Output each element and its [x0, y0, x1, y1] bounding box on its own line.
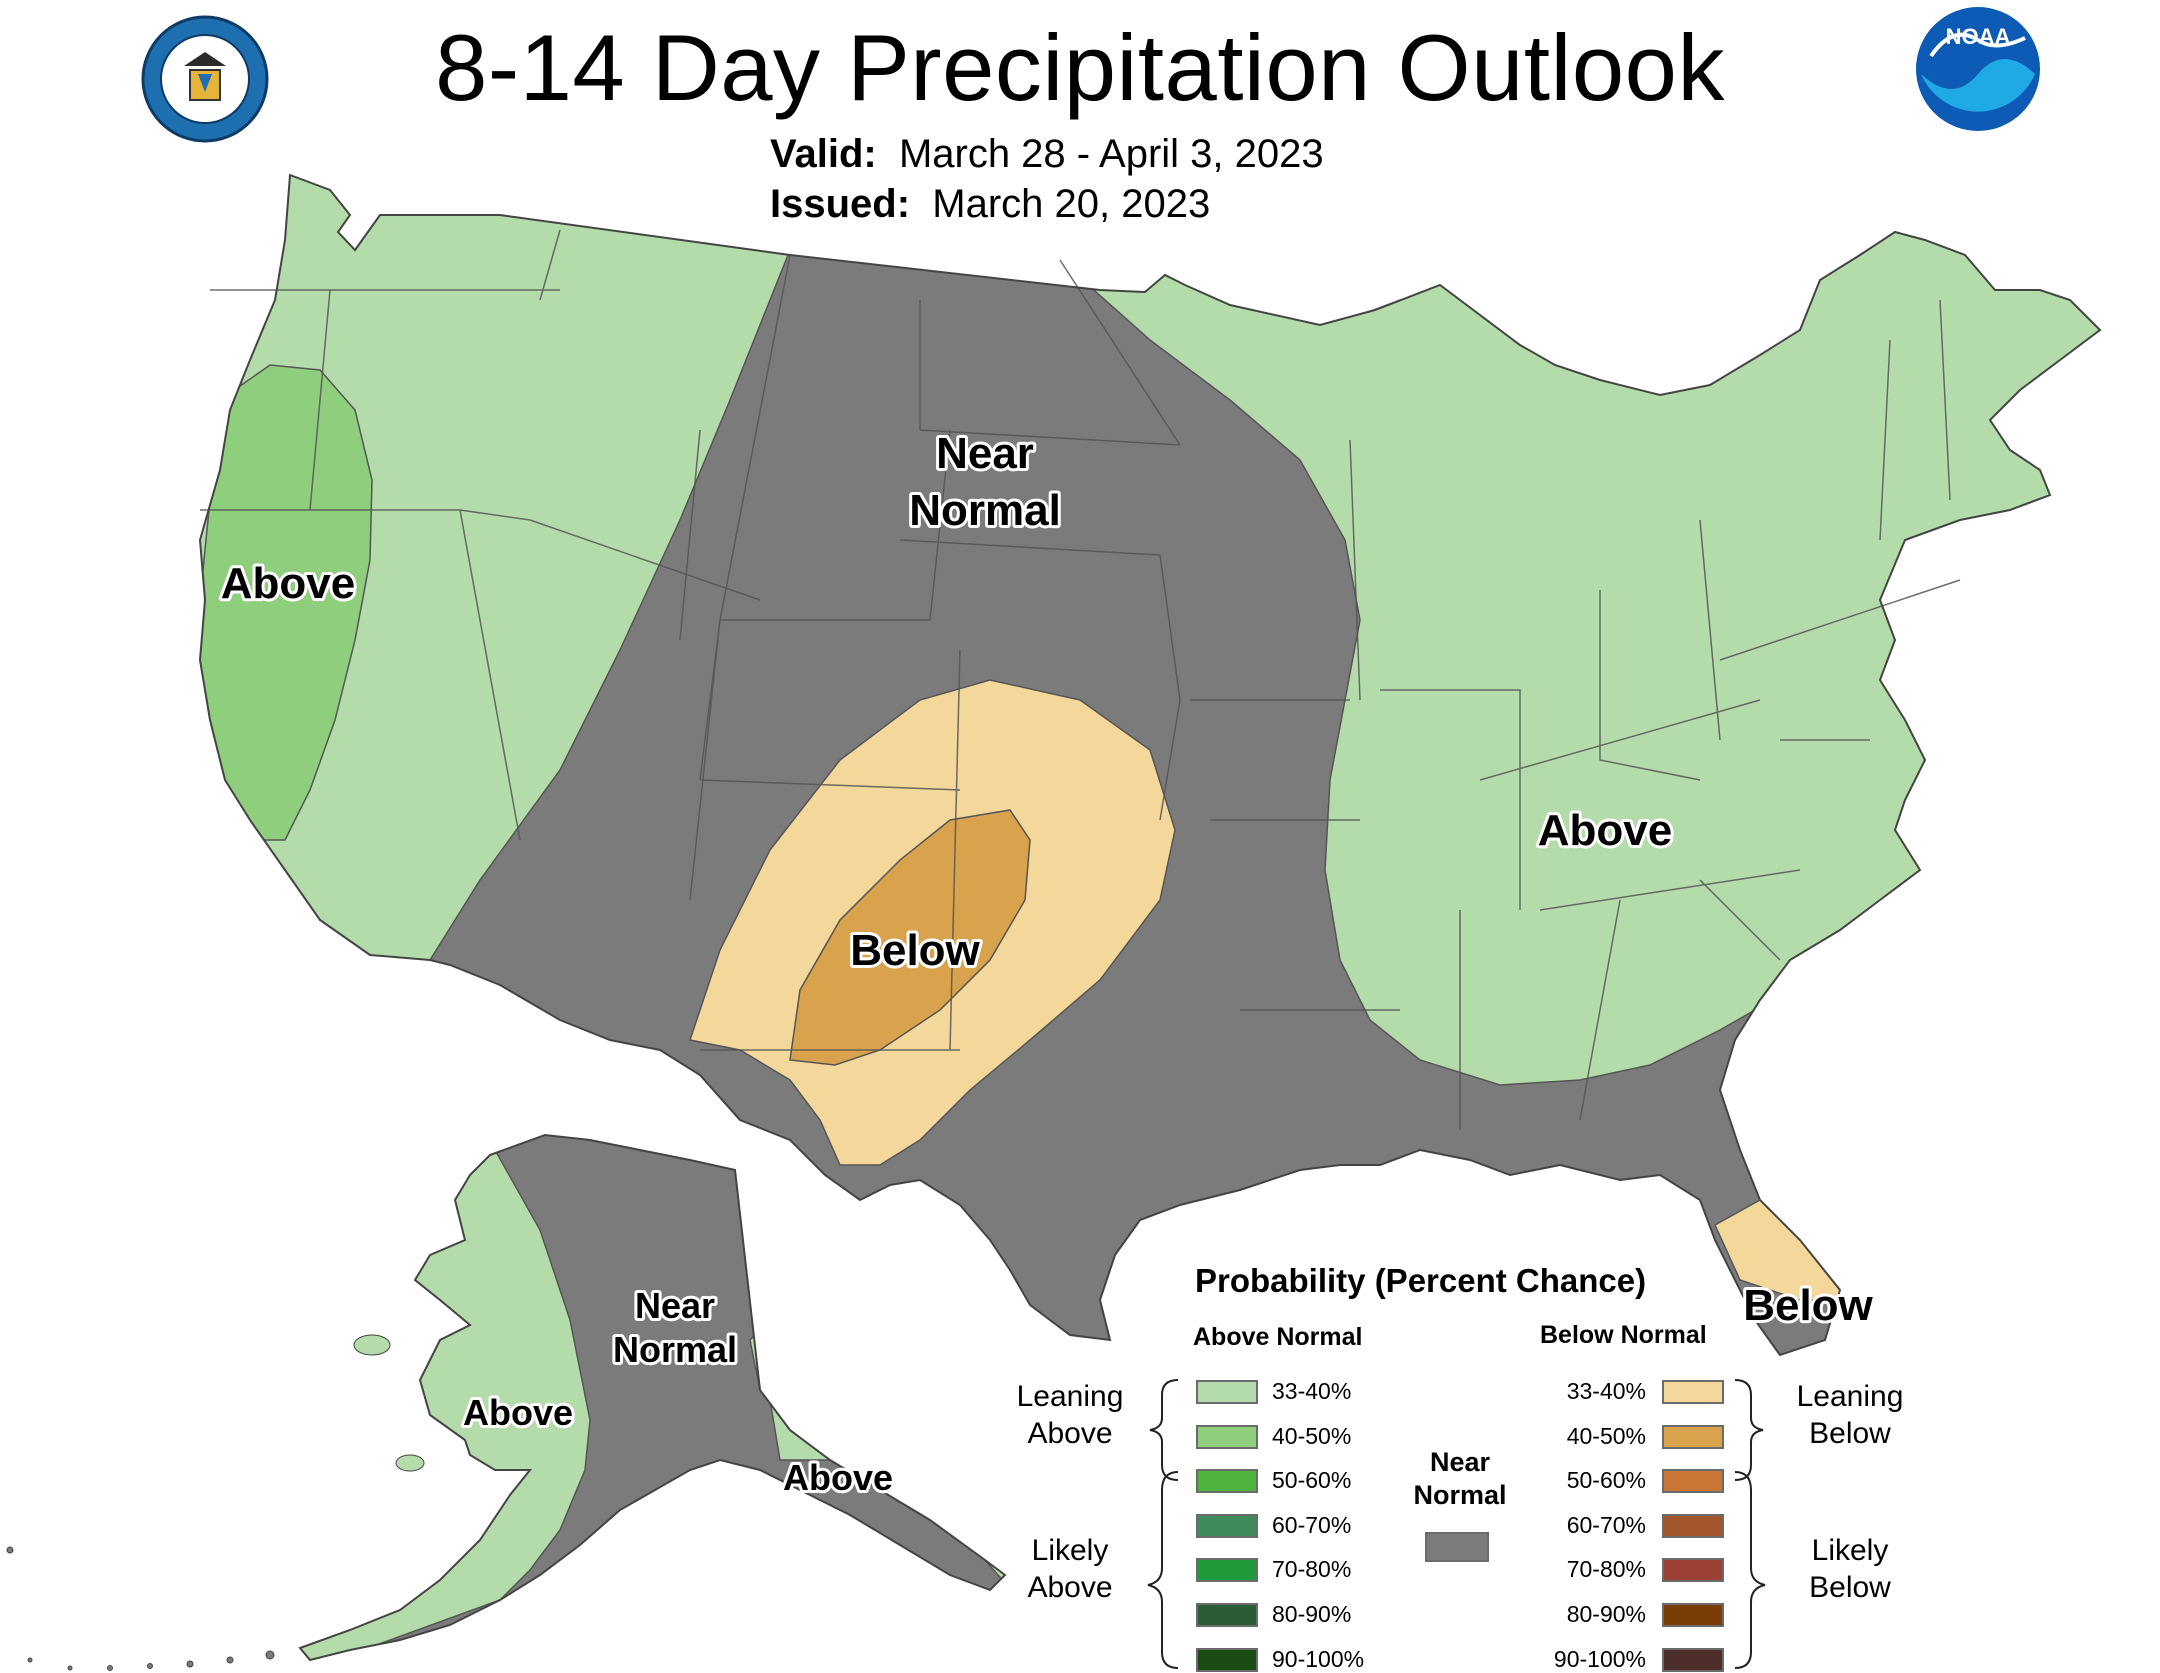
brace-leaning-above [1149, 1379, 1179, 1481]
legend-near-swatch [1425, 1532, 1489, 1562]
noaa-logo-icon: NOAA [1916, 7, 2040, 131]
leaning-above-line2: Above [1027, 1417, 1113, 1450]
label-alaska-above-panhandle: Above [783, 1457, 893, 1498]
brace-likely-below [1734, 1471, 1766, 1669]
legend-likely-above: Likely Above [1000, 1532, 1140, 1606]
legend-above-range: 33-40% [1272, 1378, 1352, 1404]
alaska-outline [298, 1133, 1007, 1662]
aleutian-islands [6, 1546, 275, 1671]
brace-leaning-below [1734, 1379, 1764, 1481]
legend-above-swatch [1196, 1513, 1258, 1538]
legend-near-label: Near Normal [1400, 1446, 1520, 1512]
legend-above-range: 90-100% [1272, 1645, 1365, 1672]
leaning-above-line1: Leaning [1016, 1380, 1124, 1413]
likely-below-line2: Below [1809, 1571, 1891, 1604]
legend-above-range: 60-70% [1272, 1511, 1352, 1538]
legend-below-swatch [1662, 1424, 1724, 1449]
brace-likely-above [1147, 1471, 1179, 1669]
label-alaska-near-1: Near [635, 1285, 715, 1326]
legend-below-range: 80-90% [1566, 1601, 1646, 1627]
label-alaska-near-2: Normal [613, 1329, 737, 1370]
label-florida-below: Below [1743, 1281, 1873, 1330]
legend-title: Probability (Percent Chance) [1195, 1262, 1647, 1299]
valid-line: Valid: March 28 - April 3, 2023 [770, 132, 1324, 176]
legend-above-swatch [1196, 1380, 1258, 1404]
state-borders [200, 229, 1961, 1130]
likely-below-line1: Likely [1811, 1534, 1889, 1567]
legend-below-swatch [1662, 1469, 1724, 1494]
legend-above-swatch [1196, 1469, 1258, 1494]
issued-label: Issued: [770, 182, 911, 226]
legend-below-swatch [1662, 1558, 1724, 1583]
valid-value: March 28 - April 3, 2023 [898, 132, 1324, 176]
legend-above-range: 80-90% [1272, 1601, 1352, 1627]
legend-near-label-2: Normal [1413, 1480, 1507, 1510]
legend-below-range: 33-40% [1566, 1378, 1646, 1404]
label-alaska-above-west: Above [463, 1392, 573, 1433]
leaning-below-line1: Leaning [1796, 1380, 1904, 1413]
leaning-below-line2: Below [1809, 1417, 1891, 1450]
legend-below-swatch [1662, 1380, 1724, 1404]
legend-leaning-above: Leaning Above [1000, 1378, 1140, 1452]
issued-value: March 20, 2023 [932, 182, 1211, 226]
legend-above-range: 70-80% [1272, 1556, 1352, 1583]
legend-above-swatch [1196, 1424, 1258, 1449]
page-title: 8-14 Day Precipitation Outlook [435, 15, 1725, 120]
likely-above-line1: Likely [1031, 1534, 1109, 1567]
legend-below-range: 40-50% [1566, 1422, 1646, 1449]
likely-above-line2: Above [1027, 1571, 1113, 1604]
conus-outline [198, 173, 2102, 1357]
legend-below-swatch [1662, 1647, 1724, 1672]
label-central-near-2: Normal [909, 486, 1061, 535]
label-sw-below: Below [850, 926, 980, 975]
legend-above-swatch [1196, 1603, 1258, 1627]
legend-below-range: 50-60% [1566, 1467, 1646, 1494]
legend-above-swatch [1196, 1558, 1258, 1583]
alaska-islands [353, 1334, 425, 1472]
legend-below-swatch [1662, 1513, 1724, 1538]
legend-likely-below: Likely Below [1780, 1532, 1920, 1606]
label-east-above: Above [1538, 806, 1672, 855]
legend-below-swatch [1662, 1603, 1724, 1627]
label-west-above: Above [221, 559, 355, 608]
legend-above-range: 50-60% [1272, 1467, 1352, 1494]
label-central-near-1: Near [936, 429, 1034, 478]
legend-below-range: 60-70% [1566, 1511, 1646, 1538]
noaa-logo-text: NOAA [1946, 24, 2011, 49]
valid-label: Valid: [770, 132, 877, 176]
legend-above-range: 40-50% [1272, 1422, 1352, 1449]
issued-line: Issued: March 20, 2023 [770, 182, 1210, 226]
legend-below-range: 90-100% [1553, 1645, 1646, 1672]
legend-below-range: 70-80% [1566, 1556, 1646, 1583]
legend-leaning-below: Leaning Below [1780, 1378, 1920, 1452]
legend-above-header: Above Normal [1193, 1323, 1363, 1351]
legend-below-header: Below Normal [1540, 1321, 1707, 1349]
legend-near-label-1: Near [1429, 1447, 1491, 1477]
commerce-seal-icon [141, 15, 269, 143]
